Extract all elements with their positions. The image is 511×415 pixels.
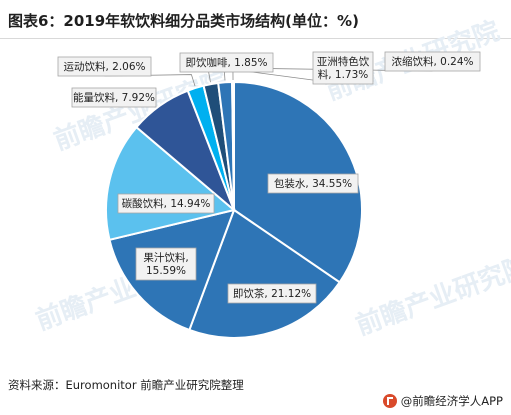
slice-label: 即饮茶, 21.12% bbox=[233, 287, 311, 300]
brand-text: @前瞻经济学人APP bbox=[400, 394, 503, 408]
slice-label: 浓缩饮料, 0.24% bbox=[391, 55, 473, 68]
title-divider bbox=[0, 38, 511, 39]
slice-label-box bbox=[267, 173, 359, 194]
slice-label-box bbox=[179, 52, 274, 73]
brand-credit: @前瞻经济学人APP bbox=[382, 393, 503, 409]
chart-title: 图表6：2019年软饮料细分品类市场结构(单位：%) bbox=[8, 12, 359, 30]
slice-label: 15.59% bbox=[146, 265, 186, 277]
slice-label: 即饮咖啡, 1.85% bbox=[185, 56, 267, 69]
slice-label: 运动饮料, 2.06% bbox=[63, 60, 145, 73]
slice-label: 包装水, 34.55% bbox=[274, 177, 352, 190]
slice-label-box bbox=[57, 56, 152, 77]
slice-label-box bbox=[384, 51, 481, 72]
slice-label: 碳酸饮料, 14.94% bbox=[122, 197, 211, 210]
slice-label-box bbox=[135, 247, 197, 281]
slice-label: 料, 1.73% bbox=[318, 68, 369, 81]
source-note: 资料来源：Euromonitor 前瞻产业研究院整理 bbox=[8, 378, 244, 392]
slice-label-box bbox=[71, 87, 157, 108]
slice-label: 亚洲特色饮 bbox=[317, 55, 370, 68]
brand-logo-icon bbox=[382, 394, 397, 408]
slice-label-box bbox=[227, 283, 317, 304]
slice-label: 果汁饮料, bbox=[143, 251, 188, 264]
pie-slice bbox=[231, 80, 235, 211]
slice-label-box bbox=[117, 193, 215, 214]
slice-label-box bbox=[312, 51, 374, 85]
slice-label: 能量饮料, 7.92% bbox=[73, 91, 155, 104]
slice-labels: 包装水, 34.55% 即饮茶, 21.12% 果汁饮料,15.59% 碳酸饮料, 1… bbox=[57, 51, 481, 304]
watermark-text: 前瞻产业研究院 bbox=[352, 250, 511, 341]
pie-slice bbox=[188, 208, 342, 339]
